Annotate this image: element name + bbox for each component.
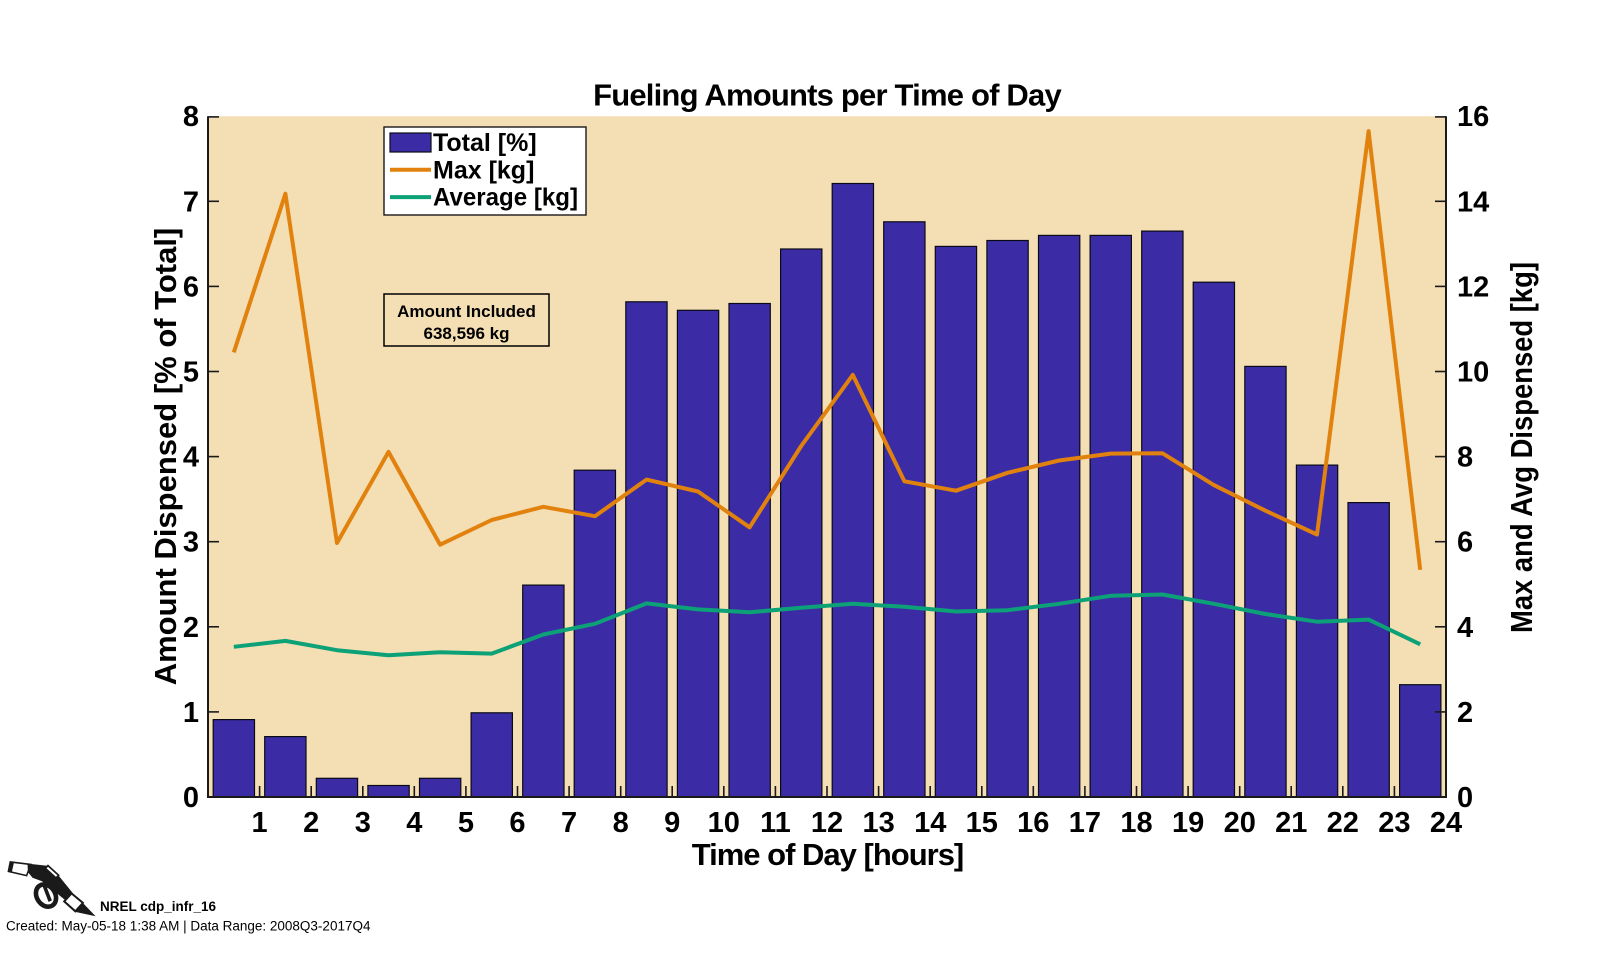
svg-text:14: 14 [1457,186,1489,218]
svg-text:2: 2 [1457,697,1473,729]
svg-text:Created: May-05-18 1:38 AM |: Created: May-05-18 1:38 AM | Data Range:… [6,919,371,934]
svg-text:NREL cdp_infr_16: NREL cdp_infr_16 [100,899,217,914]
svg-text:1: 1 [252,807,268,839]
svg-text:2: 2 [303,807,319,839]
svg-text:638,596 kg: 638,596 kg [423,324,509,343]
svg-text:6: 6 [183,271,199,303]
svg-text:9: 9 [664,807,680,839]
svg-text:5: 5 [183,357,199,389]
svg-text:8: 8 [613,807,629,839]
svg-text:Max [kg]: Max [kg] [433,156,534,184]
svg-text:11: 11 [760,807,791,839]
svg-text:Max and Avg Dispensed [kg]: Max and Avg Dispensed [kg] [1504,262,1539,633]
svg-text:23: 23 [1378,807,1410,839]
svg-text:24: 24 [1430,807,1462,839]
svg-text:0: 0 [183,782,199,814]
svg-text:17: 17 [1069,807,1101,839]
svg-text:7: 7 [561,807,577,839]
svg-text:6: 6 [1457,527,1473,559]
svg-text:Time of Day [hours]: Time of Day [hours] [692,837,964,872]
svg-text:4: 4 [183,442,199,474]
svg-text:3: 3 [355,807,371,839]
svg-text:16: 16 [1457,101,1489,133]
svg-text:12: 12 [811,807,843,839]
svg-text:5: 5 [458,807,474,839]
svg-text:14: 14 [914,807,946,839]
svg-text:Amount Included: Amount Included [397,302,536,321]
svg-text:21: 21 [1275,807,1307,839]
svg-text:12: 12 [1457,271,1489,303]
svg-text:18: 18 [1120,807,1152,839]
svg-text:4: 4 [1457,612,1473,644]
svg-text:0: 0 [1457,782,1473,814]
svg-text:Average [kg]: Average [kg] [433,184,578,212]
svg-text:8: 8 [183,101,199,133]
svg-text:1: 1 [183,697,199,729]
svg-text:7: 7 [183,186,199,218]
svg-text:4: 4 [406,807,422,839]
svg-text:Fueling Amounts per Time of Da: Fueling Amounts per Time of Day [593,77,1062,112]
svg-text:13: 13 [862,807,894,839]
svg-text:3: 3 [183,527,199,559]
svg-text:Amount Dispensed [% of Total]: Amount Dispensed [% of Total] [148,228,183,686]
svg-text:10: 10 [1457,357,1489,389]
svg-text:22: 22 [1327,807,1359,839]
svg-text:15: 15 [966,807,998,839]
svg-text:2: 2 [183,612,199,644]
svg-text:19: 19 [1172,807,1204,839]
svg-text:16: 16 [1017,807,1049,839]
svg-text:6: 6 [509,807,525,839]
svg-text:Total [%]: Total [%] [433,129,537,157]
svg-text:8: 8 [1457,442,1473,474]
svg-text:10: 10 [708,807,740,839]
svg-text:20: 20 [1224,807,1256,839]
